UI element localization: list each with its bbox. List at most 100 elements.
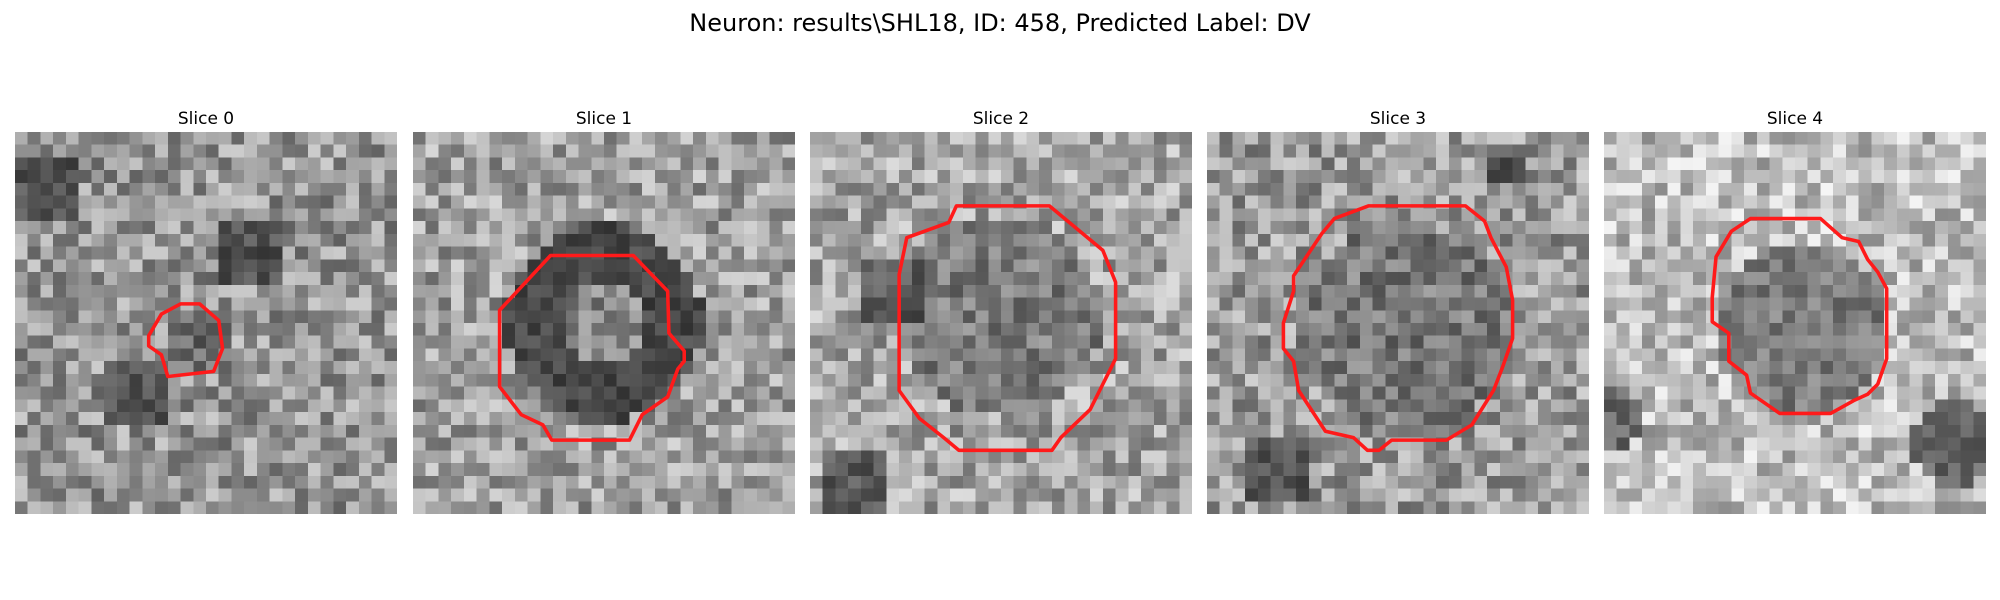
pixel <box>1960 195 1974 209</box>
pixel <box>358 373 372 387</box>
pixel <box>269 348 283 362</box>
pixel <box>1744 132 1757 145</box>
pixel <box>616 373 630 387</box>
pixel <box>782 437 795 451</box>
pixel <box>1487 310 1500 323</box>
pixel <box>886 373 900 387</box>
pixel <box>578 284 592 298</box>
pixel <box>835 297 849 311</box>
pixel <box>358 144 372 158</box>
pixel <box>104 463 117 476</box>
pixel <box>155 144 168 158</box>
pixel <box>116 412 130 425</box>
pixel <box>1525 310 1539 323</box>
pixel <box>206 323 219 336</box>
pixel <box>1347 310 1360 323</box>
pixel <box>371 195 385 209</box>
pixel <box>1654 310 1668 323</box>
pixel <box>629 450 643 464</box>
pixel <box>218 132 232 145</box>
pixel <box>591 450 604 464</box>
pixel <box>1807 221 1821 234</box>
pixel <box>988 501 1001 514</box>
pixel <box>1141 386 1154 400</box>
pixel <box>1372 335 1386 349</box>
pixel <box>782 450 795 464</box>
pixel <box>1756 348 1770 362</box>
pixel <box>1102 437 1116 451</box>
pixel <box>578 132 592 145</box>
pixel <box>1270 132 1284 145</box>
pixel <box>358 386 372 400</box>
pixel <box>1667 132 1681 145</box>
pixel <box>873 450 887 464</box>
pixel <box>1705 399 1719 413</box>
pixel <box>769 310 783 323</box>
pixel <box>438 361 452 374</box>
pixel <box>1153 463 1167 476</box>
pixel <box>231 463 245 476</box>
pixel <box>1398 297 1411 311</box>
pixel <box>591 361 604 374</box>
pixel <box>578 501 592 514</box>
pixel <box>1245 170 1258 183</box>
pixel <box>1153 272 1167 285</box>
pixel <box>1141 399 1154 413</box>
pixel <box>565 412 579 425</box>
pixel <box>693 488 706 502</box>
pixel <box>320 424 334 438</box>
pixel <box>1795 399 1808 413</box>
pixel <box>1128 157 1142 171</box>
pixel <box>1102 399 1116 413</box>
pixel <box>1616 335 1630 349</box>
pixel <box>629 284 643 298</box>
pixel <box>822 373 836 387</box>
pixel <box>1487 144 1500 158</box>
pixel <box>295 297 308 311</box>
pixel <box>1705 373 1719 387</box>
pixel <box>1487 424 1500 438</box>
pixel <box>269 221 283 234</box>
pixel <box>1334 361 1348 374</box>
pixel <box>886 208 900 222</box>
pixel <box>218 221 232 234</box>
pixel <box>15 195 28 209</box>
pixel <box>40 450 54 464</box>
pixel <box>1731 335 1745 349</box>
pixel <box>1782 182 1795 196</box>
pixel <box>104 221 117 234</box>
pixel <box>924 297 938 311</box>
pixel <box>1499 475 1513 489</box>
pixel <box>1973 132 1986 145</box>
pixel <box>1845 208 1859 222</box>
pixel <box>565 157 579 171</box>
pixel <box>1334 132 1348 145</box>
pixel <box>1410 144 1424 158</box>
pixel <box>1922 335 1936 349</box>
pixel <box>1013 475 1027 489</box>
pixel <box>244 221 257 234</box>
pixel <box>1718 450 1732 464</box>
pixel <box>1334 475 1348 489</box>
pixel <box>206 259 219 273</box>
pixel <box>1604 373 1617 387</box>
pixel <box>1909 386 1923 400</box>
pixel <box>142 437 156 451</box>
pixel <box>1321 246 1335 260</box>
pixel <box>1525 463 1539 476</box>
pixel <box>680 157 694 171</box>
pixel <box>1922 310 1936 323</box>
pixel <box>873 412 887 425</box>
pixel <box>693 182 706 196</box>
pixel <box>1232 373 1246 387</box>
pixel <box>1616 170 1630 183</box>
pixel <box>1576 399 1589 413</box>
pixel <box>269 182 283 196</box>
pixel <box>937 475 951 489</box>
pixel <box>1896 259 1910 273</box>
pixel <box>269 323 283 336</box>
pixel <box>1487 335 1500 349</box>
pixel <box>27 259 41 273</box>
pixel <box>463 335 477 349</box>
pixel <box>680 463 694 476</box>
